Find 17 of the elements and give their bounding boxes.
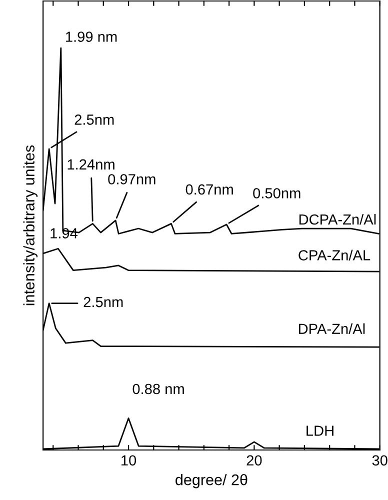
series-label: CPA-Zn/AL — [298, 250, 370, 260]
annotation: 0.97nm — [108, 174, 156, 184]
x-tick-label: 10 — [122, 455, 136, 466]
x-tick-label: 30 — [372, 455, 388, 466]
annotation: 2.5nm — [84, 296, 123, 308]
annotation: 2.5nm — [74, 114, 114, 125]
x-axis-title: degree/ 2θ — [176, 474, 248, 488]
series-label: DPA-Zn/Al — [298, 323, 365, 334]
annotation: 0.67nm — [186, 184, 233, 195]
annotation: 0.50nm — [253, 188, 300, 198]
series-label: LDH — [306, 426, 334, 436]
y-axis-title: intensity/arbitrary unites — [23, 145, 38, 306]
series-label: DCPA-Zn/Al — [299, 214, 376, 225]
x-tick-label: 20 — [246, 455, 262, 466]
annotation: 1.24nm — [68, 159, 114, 170]
annotation: 1.99 nm — [66, 32, 117, 42]
annotation: 0.88 nm — [132, 384, 184, 394]
